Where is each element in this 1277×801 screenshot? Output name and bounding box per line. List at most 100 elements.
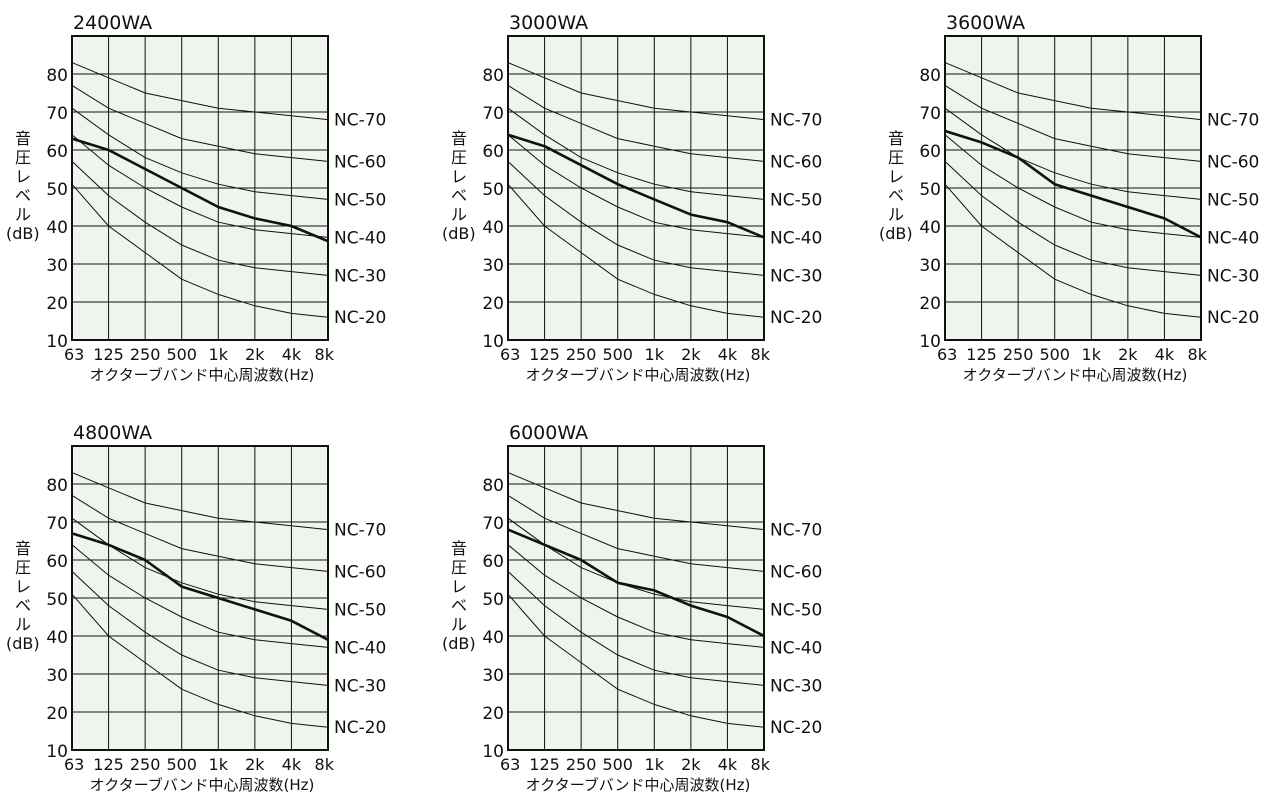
chart-title: 4800WA (73, 422, 152, 444)
y-axis-label-part: ベ (15, 596, 31, 615)
x-tick-label: 63 (64, 345, 84, 364)
chart-title: 2400WA (73, 12, 152, 34)
y-axis-label-part: レ (451, 167, 467, 186)
y-tick-label: 70 (46, 514, 68, 534)
x-tick-label: 500 (166, 755, 197, 774)
y-tick-label: 50 (46, 590, 68, 610)
y-axis-label-part: 圧 (888, 148, 904, 167)
y-tick-label: 60 (46, 552, 68, 572)
y-tick-label: 80 (46, 476, 68, 496)
y-tick-label: 60 (482, 552, 504, 572)
y-axis-label-part: ル (451, 205, 467, 224)
nc-label: NC-70 (770, 111, 822, 131)
y-axis-label-part: ベ (888, 186, 904, 205)
y-tick-label: 50 (482, 180, 504, 200)
nc-curve-nc-60 (944, 84, 1202, 162)
nc-curve-nc-60 (507, 494, 765, 572)
nc-curve-nc-40 (71, 134, 329, 238)
x-axis-label: オクターブバンド中心周波数(Hz) (963, 366, 1188, 384)
nc-curve-nc-20 (944, 183, 1202, 318)
y-axis-label-part: レ (451, 577, 467, 596)
x-tick-label: 63 (937, 345, 957, 364)
y-tick-label: 10 (482, 742, 504, 762)
y-tick-label: 40 (482, 218, 504, 238)
x-tick-label: 125 (529, 345, 560, 364)
x-tick-label: 500 (166, 345, 197, 364)
nc-label: NC-60 (770, 152, 822, 172)
plot-frame (507, 35, 765, 341)
nc-curve-nc-30 (71, 571, 329, 686)
y-tick-label: 60 (482, 142, 504, 162)
x-tick-label: 2k (245, 755, 265, 774)
plot-frame (71, 35, 329, 341)
nc-curve-nc-40 (507, 134, 765, 238)
nc-label: NC-50 (334, 190, 386, 210)
x-tick-label: 250 (130, 345, 161, 364)
y-tick-label: 20 (919, 294, 941, 314)
nc-label: NC-70 (1207, 111, 1259, 131)
nc-label: NC-40 (334, 638, 386, 658)
y-tick-label: 40 (919, 218, 941, 238)
y-tick-label: 20 (46, 294, 68, 314)
y-axis-label-part: (dB) (442, 634, 476, 653)
x-tick-label: 250 (566, 755, 597, 774)
y-axis-label-part: ル (15, 615, 31, 634)
nc-curve-nc-30 (71, 161, 329, 276)
y-axis-label-part: 音 (15, 539, 31, 558)
nc-label: NC-40 (1207, 228, 1259, 248)
y-tick-label: 30 (482, 666, 504, 686)
y-tick-label: 80 (46, 66, 68, 86)
y-tick-label: 30 (46, 256, 68, 276)
measured-series-line (507, 133, 765, 239)
nc-curve-nc-20 (71, 593, 329, 728)
nc-curve-nc-50 (71, 107, 329, 200)
y-axis-label-part: (dB) (442, 224, 476, 243)
y-tick-label: 30 (919, 256, 941, 276)
plot-frame (71, 445, 329, 751)
x-tick-label: 4k (282, 345, 302, 364)
x-tick-label: 63 (500, 345, 520, 364)
nc-label: NC-60 (1207, 152, 1259, 172)
y-axis-label-part: 音 (451, 129, 467, 148)
chart-title: 6000WA (509, 422, 588, 444)
y-axis-label-part: (dB) (6, 224, 40, 243)
nc-label: NC-40 (770, 638, 822, 658)
nc-curve-nc-50 (507, 107, 765, 200)
nc-label: NC-20 (770, 308, 822, 328)
y-axis-label-part: ル (451, 615, 467, 634)
x-tick-label: 8k (1188, 345, 1208, 364)
nc-curve-nc-40 (71, 544, 329, 648)
nc-label: NC-50 (770, 190, 822, 210)
y-tick-label: 50 (46, 180, 68, 200)
x-tick-label: 4k (282, 755, 302, 774)
nc-curve-nc-50 (944, 107, 1202, 200)
x-tick-label: 1k (209, 345, 229, 364)
nc-curve-nc-30 (944, 161, 1202, 276)
x-tick-label: 63 (500, 755, 520, 774)
x-tick-label: 4k (718, 345, 738, 364)
nc-label: NC-50 (334, 600, 386, 620)
y-tick-label: 40 (46, 628, 68, 648)
y-axis-label-part: 音 (888, 129, 904, 148)
y-tick-label: 70 (482, 104, 504, 124)
y-tick-label: 30 (482, 256, 504, 276)
x-tick-label: 4k (718, 755, 738, 774)
y-axis-label-part: 圧 (451, 148, 467, 167)
x-tick-label: 2k (245, 345, 265, 364)
plot-frame (507, 445, 765, 751)
nc-curve-nc-30 (507, 571, 765, 686)
nc-curve-nc-70 (71, 62, 329, 121)
y-tick-label: 40 (482, 628, 504, 648)
chart-title: 3000WA (509, 12, 588, 34)
y-tick-label: 50 (482, 590, 504, 610)
x-tick-label: 8k (751, 755, 771, 774)
x-axis-label: オクターブバンド中心周波数(Hz) (90, 366, 315, 384)
measured-series-line (944, 129, 1202, 239)
y-axis-label-part: ベ (451, 186, 467, 205)
y-tick-label: 50 (919, 180, 941, 200)
x-tick-label: 4k (1155, 345, 1175, 364)
y-tick-label: 20 (46, 704, 68, 724)
y-axis-label-part: レ (15, 167, 31, 186)
x-tick-label: 63 (64, 755, 84, 774)
